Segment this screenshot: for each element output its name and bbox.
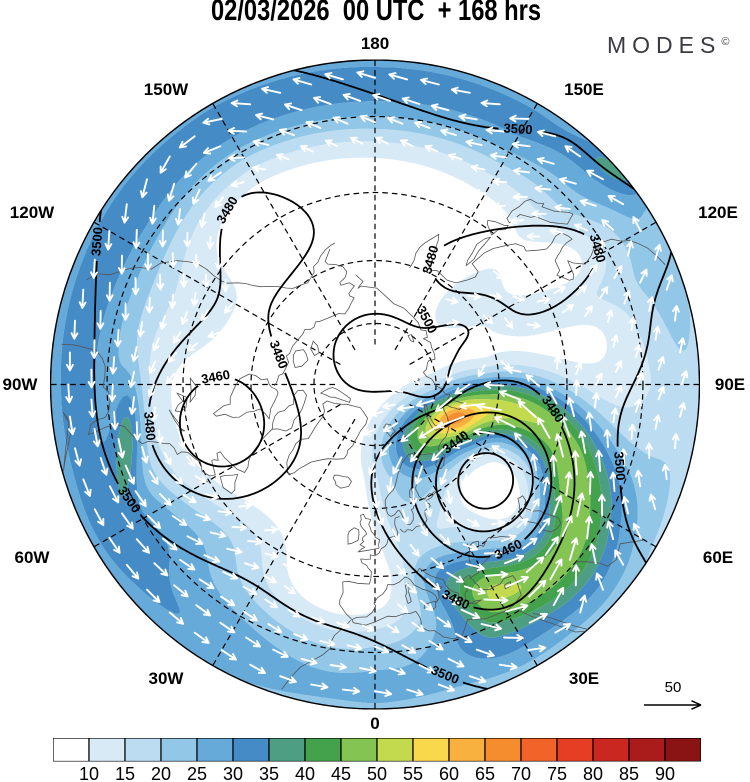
svg-text:3460: 3460: [200, 367, 231, 387]
svg-text:3500: 3500: [88, 226, 105, 256]
svg-text:3500: 3500: [503, 120, 533, 137]
svg-text:3480: 3480: [141, 411, 158, 441]
svg-text:3500: 3500: [611, 451, 628, 481]
